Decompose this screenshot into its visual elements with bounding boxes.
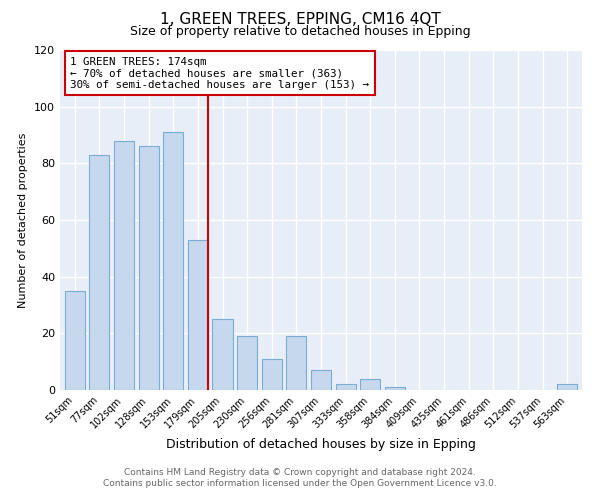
Bar: [188, 240, 208, 390]
Y-axis label: Number of detached properties: Number of detached properties: [19, 132, 28, 308]
Text: Size of property relative to detached houses in Epping: Size of property relative to detached ho…: [130, 25, 470, 38]
Bar: [286, 336, 307, 390]
Text: 1 GREEN TREES: 174sqm
← 70% of detached houses are smaller (363)
30% of semi-det: 1 GREEN TREES: 174sqm ← 70% of detached …: [70, 57, 370, 90]
Bar: [114, 140, 134, 390]
Text: Contains HM Land Registry data © Crown copyright and database right 2024.
Contai: Contains HM Land Registry data © Crown c…: [103, 468, 497, 487]
Bar: [360, 378, 380, 390]
Bar: [89, 155, 109, 390]
Text: 1, GREEN TREES, EPPING, CM16 4QT: 1, GREEN TREES, EPPING, CM16 4QT: [160, 12, 440, 28]
Bar: [65, 291, 85, 390]
Bar: [335, 384, 356, 390]
Bar: [262, 359, 282, 390]
Bar: [163, 132, 184, 390]
Bar: [311, 370, 331, 390]
Bar: [385, 387, 405, 390]
Bar: [237, 336, 257, 390]
Bar: [557, 384, 577, 390]
Bar: [212, 319, 233, 390]
Bar: [139, 146, 159, 390]
X-axis label: Distribution of detached houses by size in Epping: Distribution of detached houses by size …: [166, 438, 476, 451]
